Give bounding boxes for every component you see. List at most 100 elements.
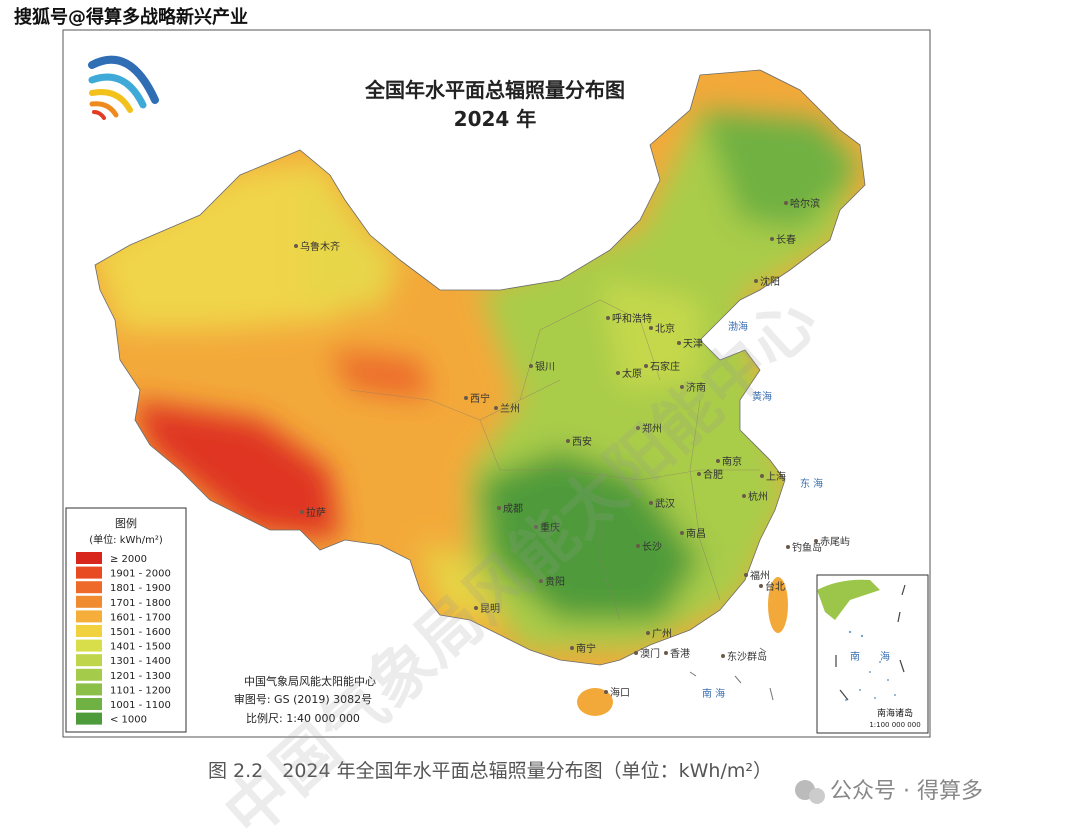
city-dot: [786, 545, 790, 549]
sea-label: 黄海: [752, 390, 772, 403]
city-label: 台北: [765, 580, 785, 593]
city-dot: [294, 244, 298, 248]
city-dot: [497, 506, 501, 510]
legend-swatch: [76, 625, 102, 637]
legend-swatch: [76, 668, 102, 681]
city-label: 海口: [610, 686, 630, 699]
city-label: 昆明: [480, 603, 500, 615]
city-dot: [570, 646, 574, 650]
city-label: 澳门: [640, 647, 660, 660]
city-label: 杭州: [748, 490, 768, 503]
city-label: 石家庄: [650, 360, 680, 373]
border: [94, 69, 866, 666]
legend-label: 1601 - 1700: [110, 612, 171, 623]
legend-label: 1701 - 1800: [110, 598, 171, 609]
city-label: 沈阳: [760, 275, 780, 288]
city-dot: [646, 631, 650, 635]
legend-label: 1401 - 1500: [110, 642, 171, 653]
legend-label: 1201 - 1300: [110, 671, 171, 682]
legend-label: 1501 - 1600: [110, 627, 171, 638]
legend-label: < 1000: [110, 715, 147, 726]
city-label: 西安: [572, 435, 592, 448]
city-dot: [770, 237, 774, 241]
city-label: 南昌: [686, 527, 706, 540]
city-dot: [814, 539, 818, 543]
city-dot: [759, 584, 763, 588]
city-label: 广州: [652, 628, 672, 640]
legend-swatch: [76, 639, 102, 652]
city-dot: [716, 459, 720, 463]
legend-swatch: [76, 712, 102, 725]
city-label: 武汉: [655, 497, 675, 510]
legend-swatch: [76, 552, 102, 564]
city-label: 长沙: [642, 541, 662, 553]
city-dot: [634, 651, 638, 655]
credit: 中国气象局风能太阳能中心: [244, 674, 376, 688]
caption: 图 2.2 2024 年全国年水平面总辐照量分布图（单位：kWh/m²）: [208, 760, 772, 782]
inset-coast: [817, 579, 880, 620]
city-dot: [494, 406, 498, 410]
legend-label: 1101 - 1200: [110, 685, 171, 696]
city-label: 呼和浩特: [612, 313, 652, 325]
city-dot: [760, 474, 764, 478]
city-label: 拉萨: [306, 506, 326, 519]
city-dot: [754, 279, 758, 283]
city-dot: [649, 326, 653, 330]
city-label: 太原: [622, 367, 642, 380]
watermark: 搜狐号@得算多战略新兴产业: [14, 6, 248, 28]
city-dot: [636, 426, 640, 430]
city-label: 哈尔滨: [790, 197, 820, 210]
city-dot: [784, 201, 788, 205]
legend-swatch: [76, 610, 102, 623]
city-dot: [680, 531, 684, 535]
city-dot: [697, 472, 701, 476]
city-dot: [680, 385, 684, 389]
wechat-badge: 公众号 · 得算多: [795, 779, 983, 804]
legend-label: ≥ 2000: [110, 554, 147, 565]
footer: 公众号 · 得算多: [830, 779, 983, 804]
city-label: 赤尾屿: [820, 536, 850, 548]
city-label: 福州: [750, 569, 770, 582]
city-label: 南京: [722, 455, 742, 468]
legend-swatch: [76, 566, 102, 579]
credit: 审图号: GS (2019) 3082号: [234, 692, 372, 706]
city-label: 西宁: [470, 392, 490, 405]
inset-sea: 南: [850, 650, 860, 663]
credit: 比例尺: 1:40 000 000: [246, 711, 360, 725]
legend-label: 1801 - 1900: [110, 583, 171, 594]
city-label: 天津: [683, 338, 703, 350]
city-dot: [529, 364, 533, 368]
city-dot: [300, 510, 304, 514]
city-dot: [566, 439, 570, 443]
city-label: 上海: [766, 470, 786, 483]
legend-label: 1901 - 2000: [110, 569, 171, 580]
city-dot: [604, 690, 608, 694]
inset-sea: 海: [880, 650, 890, 663]
city-dot: [742, 494, 746, 498]
city-label: 北京: [655, 322, 675, 335]
city-label: 东沙群岛: [727, 650, 767, 663]
city-label: 钓鱼岛: [792, 541, 822, 554]
legend-label: 1301 - 1400: [110, 656, 171, 667]
city-dot: [744, 573, 748, 577]
city-label: 长春: [776, 234, 796, 246]
city-label: 合肥: [703, 468, 723, 481]
inset-islands: [845, 630, 896, 701]
sea-label: 渤海: [728, 320, 748, 333]
city-dot: [534, 525, 538, 529]
inset-boundary: [835, 584, 906, 701]
legend-swatch: [76, 595, 102, 608]
legend-swatch: [76, 654, 102, 667]
city-label: 郑州: [642, 422, 662, 435]
city-dot: [649, 501, 653, 505]
legend-swatch: [76, 698, 102, 710]
city-dot: [616, 371, 620, 375]
inset-title: 南海诸岛: [877, 707, 913, 719]
inset-scale: 1:100 000 000: [869, 721, 920, 729]
sea-boundary: [689, 647, 774, 701]
city-label: 南宁: [576, 642, 596, 655]
city-label: 成都: [503, 503, 523, 515]
